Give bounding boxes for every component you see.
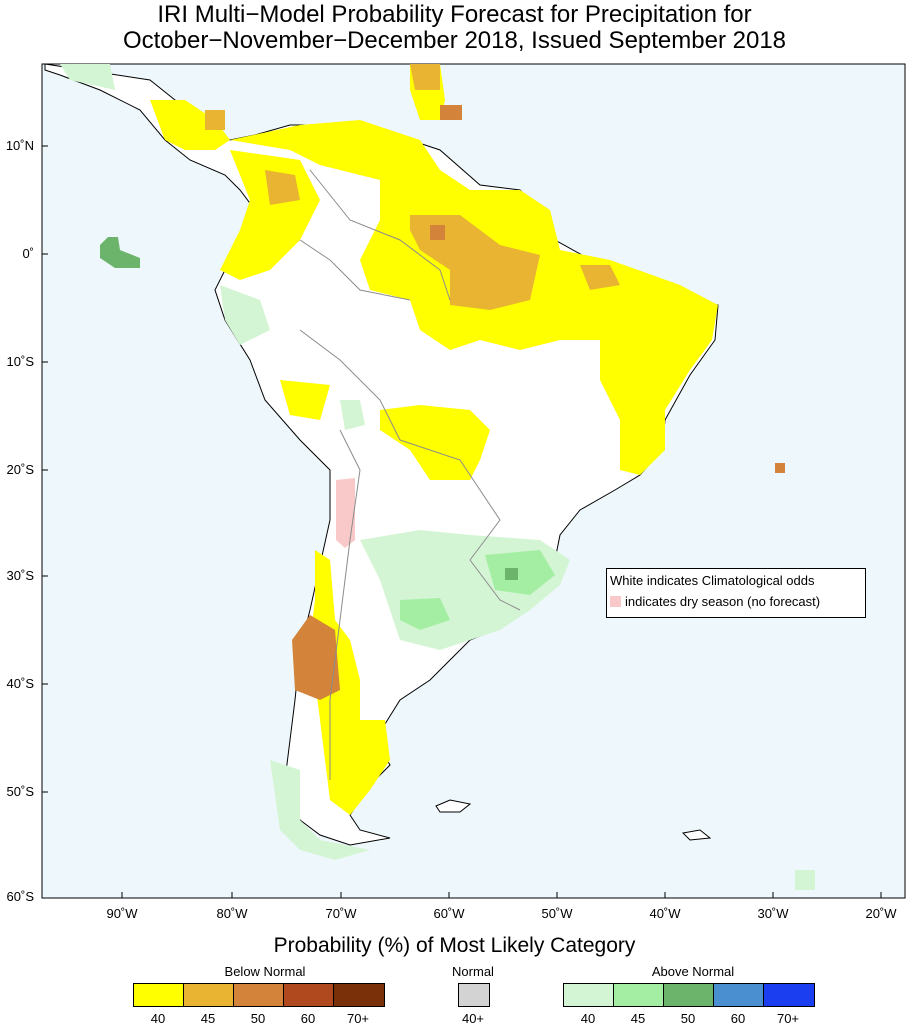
lon-label-90w: 90˚W	[106, 906, 138, 921]
dry-season-region	[336, 478, 355, 548]
above-tick-50: 50	[680, 1011, 696, 1026]
above-normal-label: Above Normal	[651, 964, 735, 979]
country-borders	[299, 169, 521, 780]
normal-tick-40: 40+	[461, 1011, 485, 1026]
map-title-line-1: IRI Multi−Model Probability Forecast for…	[157, 1, 752, 28]
normal-40-swatch	[459, 984, 489, 1006]
lat-label-40s: 40˚S	[6, 676, 34, 691]
lat-label-30s: 30˚S	[6, 568, 34, 583]
lon-label-80w: 80˚W	[216, 906, 248, 921]
below-normal-label: Below Normal	[224, 964, 306, 979]
lon-label-70w: 70˚W	[325, 906, 357, 921]
lon-label-60w: 60˚W	[433, 906, 465, 921]
legend-dry-season-row: indicates dry season (no forecast)	[610, 594, 820, 609]
lon-label-20w: 20˚W	[865, 906, 897, 921]
lat-label-20s: 20˚S	[6, 462, 34, 477]
above-normal-50-regions	[100, 237, 518, 580]
above-40-swatch	[564, 984, 614, 1006]
below-normal-scale	[133, 983, 385, 1007]
lat-label-0: 0˚	[22, 246, 34, 261]
below-tick-50: 50	[250, 1011, 266, 1026]
lat-label-10n: 10˚N	[5, 138, 34, 153]
lon-label-40w: 40˚W	[649, 906, 681, 921]
lon-label-30w: 30˚W	[757, 906, 789, 921]
below-normal-50-regions	[292, 105, 785, 700]
above-tick-60: 60	[730, 1011, 746, 1026]
lon-label-50w: 50˚W	[541, 906, 573, 921]
below-tick-45: 45	[200, 1011, 216, 1026]
axis-ticks	[42, 145, 882, 898]
below-tick-60: 60	[300, 1011, 316, 1026]
above-normal-45-regions	[400, 550, 555, 630]
above-tick-40: 40	[580, 1011, 596, 1026]
below-50-swatch	[234, 984, 284, 1006]
above-tick-70: 70+	[776, 1011, 800, 1026]
normal-label: Normal	[452, 964, 494, 979]
legend-climatology-text: White indicates Climatological odds	[610, 573, 815, 588]
legend-dry-season-text: indicates dry season (no forecast)	[625, 594, 821, 609]
above-tick-45: 45	[630, 1011, 646, 1026]
below-tick-70: 70+	[346, 1011, 370, 1026]
lat-label-50s: 50˚S	[6, 784, 34, 799]
above-45-swatch	[614, 984, 664, 1006]
below-40-swatch	[134, 984, 184, 1006]
below-60-swatch	[284, 984, 334, 1006]
below-45-swatch	[184, 984, 234, 1006]
above-60-swatch	[714, 984, 764, 1006]
above-70-swatch	[764, 984, 814, 1006]
above-50-swatch	[664, 984, 714, 1006]
islands	[435, 799, 712, 841]
lat-label-10s: 10˚S	[6, 354, 34, 369]
lat-label-60s: 60˚S	[6, 889, 34, 904]
map-title-line-2: October−November−December 2018, Issued S…	[122, 27, 787, 54]
above-normal-scale	[563, 983, 815, 1007]
below-tick-40: 40	[150, 1011, 166, 1026]
scale-title: Probability (%) of Most Likely Category	[273, 934, 636, 957]
dry-season-swatch	[610, 596, 621, 607]
normal-scale	[458, 983, 490, 1007]
map-legend-box: White indicates Climatological odds indi…	[606, 568, 866, 618]
below-70-swatch	[334, 984, 384, 1006]
